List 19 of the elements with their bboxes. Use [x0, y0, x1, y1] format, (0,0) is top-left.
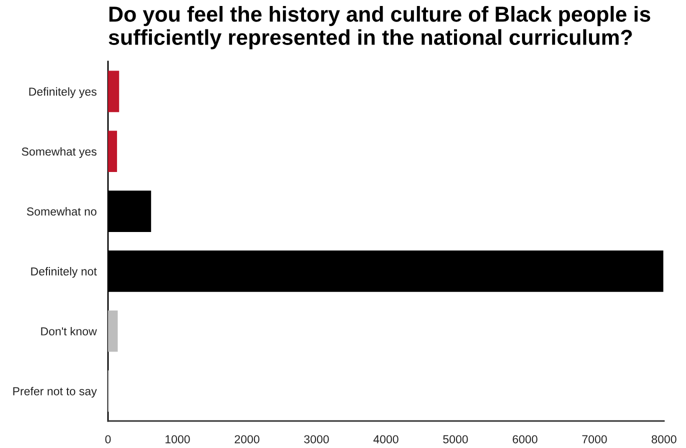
chart-title: Do you feel the history and culture of Black people is sufficiently represented in the national curriculum?: [108, 6, 650, 50]
x-tick-label: 8000: [652, 435, 676, 444]
bar: [108, 310, 118, 352]
x-tick-label: 0: [105, 435, 111, 444]
x-tick-label: 5000: [443, 435, 468, 444]
bar: [108, 70, 120, 112]
x-tick-label: 7000: [582, 435, 607, 444]
y-tick-label: Definitely yes: [29, 87, 96, 98]
x-tick-label: 1000: [166, 435, 190, 444]
bar: [108, 130, 118, 172]
y-tick-label: Somewhat yes: [22, 147, 96, 158]
y-tick-label: Somewhat no: [26, 207, 96, 216]
x-tick-label: 2000: [234, 435, 260, 444]
y-tick-label: Prefer not to say: [13, 386, 97, 398]
y-tick-label: Don't know: [41, 326, 97, 336]
x-tick-label: 4000: [373, 435, 398, 444]
x-tick-label: 6000: [512, 435, 538, 444]
y-tick-label: Definitely not: [31, 267, 97, 278]
x-tick-label: 3000: [304, 435, 329, 444]
